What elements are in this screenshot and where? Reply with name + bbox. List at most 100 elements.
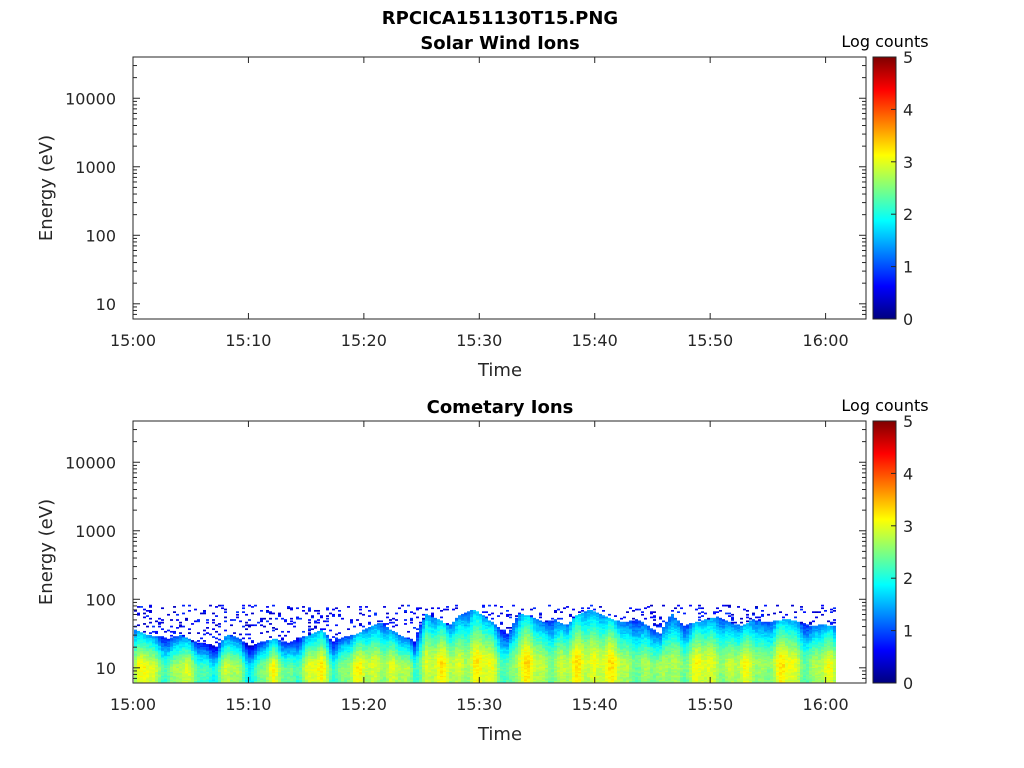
heatmap-cell bbox=[155, 675, 158, 678]
heatmap-cell bbox=[245, 667, 248, 670]
heatmap-cell bbox=[308, 676, 311, 679]
heatmap-cell bbox=[290, 651, 293, 654]
heatmap-cell bbox=[359, 651, 362, 654]
heatmap-cell bbox=[209, 650, 212, 653]
heatmap-cell bbox=[281, 661, 284, 663]
heatmap-cell bbox=[251, 645, 254, 648]
heatmap-cell bbox=[275, 617, 278, 620]
heatmap-cell bbox=[260, 647, 263, 650]
heatmap-cell bbox=[341, 676, 344, 679]
heatmap-cell bbox=[443, 664, 446, 667]
heatmap-cell bbox=[242, 611, 245, 614]
heatmap-cell bbox=[470, 663, 473, 666]
heatmap-cell bbox=[332, 662, 335, 665]
heatmap-cell bbox=[143, 638, 146, 641]
heatmap-cell bbox=[365, 647, 368, 650]
heatmap-cell bbox=[287, 662, 290, 665]
heatmap-cell bbox=[422, 663, 425, 666]
heatmap-cell bbox=[254, 651, 257, 654]
heatmap-cell bbox=[467, 644, 470, 646]
heatmap-cell bbox=[401, 638, 404, 641]
heatmap-cell bbox=[380, 679, 383, 682]
heatmap-cell bbox=[179, 662, 182, 665]
heatmap-cell bbox=[290, 649, 293, 651]
heatmap-cell bbox=[377, 638, 380, 641]
heatmap-cell bbox=[482, 674, 485, 676]
heatmap-cell bbox=[356, 657, 359, 659]
heatmap-cell bbox=[275, 674, 278, 676]
heatmap-cell bbox=[401, 604, 404, 607]
heatmap-cell bbox=[284, 641, 287, 644]
heatmap-cell bbox=[458, 615, 461, 617]
heatmap-cell bbox=[134, 633, 137, 636]
heatmap-cell bbox=[170, 650, 173, 653]
heatmap-cell bbox=[224, 647, 227, 650]
heatmap-cell bbox=[365, 658, 368, 661]
heatmap-cell bbox=[353, 649, 356, 651]
heatmap-cell bbox=[332, 645, 335, 648]
heatmap-cell bbox=[470, 653, 473, 655]
heatmap-cell bbox=[416, 640, 419, 642]
heatmap-cell bbox=[302, 640, 305, 642]
heatmap-cell bbox=[332, 608, 335, 611]
heatmap-cell bbox=[326, 624, 329, 627]
heatmap-cell bbox=[236, 662, 239, 665]
heatmap-cell bbox=[422, 645, 425, 648]
heatmap-cell bbox=[185, 654, 188, 657]
heatmap-cell bbox=[398, 653, 401, 655]
heatmap-cell bbox=[392, 663, 395, 666]
heatmap-cell bbox=[398, 642, 401, 645]
heatmap-cell bbox=[386, 670, 389, 672]
heatmap-cell bbox=[419, 666, 422, 669]
heatmap-cell bbox=[200, 637, 203, 640]
heatmap-cell bbox=[335, 674, 338, 676]
heatmap-cell bbox=[326, 671, 329, 674]
heatmap-cell bbox=[479, 650, 482, 653]
heatmap-cell bbox=[443, 650, 446, 653]
colorbar-tick-label: 4 bbox=[903, 100, 913, 119]
heatmap-cell bbox=[272, 647, 275, 650]
heatmap-cell bbox=[185, 662, 188, 665]
heatmap-cell bbox=[419, 629, 422, 632]
heatmap-cell bbox=[290, 654, 293, 657]
heatmap-cell bbox=[254, 649, 257, 651]
heatmap-cell bbox=[269, 645, 272, 648]
heatmap-cell bbox=[137, 649, 140, 651]
heatmap-cell bbox=[386, 666, 389, 669]
heatmap-cell bbox=[458, 623, 461, 625]
heatmap-cell bbox=[275, 640, 278, 642]
heatmap-cell bbox=[404, 611, 407, 614]
heatmap-cell bbox=[461, 657, 464, 659]
heatmap-cell bbox=[467, 667, 470, 670]
heatmap-cell bbox=[443, 679, 446, 682]
heatmap-cell bbox=[356, 658, 359, 661]
heatmap-cell bbox=[443, 675, 446, 678]
heatmap-cell bbox=[305, 676, 308, 679]
heatmap-cell bbox=[176, 642, 179, 645]
heatmap-cell bbox=[488, 604, 491, 607]
heatmap-cell bbox=[179, 675, 182, 678]
heatmap-cell bbox=[407, 651, 410, 654]
heatmap-cell bbox=[320, 615, 323, 617]
heatmap-cell bbox=[293, 672, 296, 675]
x-tick-label: 15:30 bbox=[456, 331, 502, 350]
heatmap-cell bbox=[200, 678, 203, 680]
heatmap-cell bbox=[302, 670, 305, 672]
heatmap-cell bbox=[176, 676, 179, 679]
heatmap-cell bbox=[392, 630, 395, 633]
heatmap-cell bbox=[452, 658, 455, 661]
heatmap-cell bbox=[260, 661, 263, 663]
heatmap-cell bbox=[362, 667, 365, 670]
heatmap-cell bbox=[305, 612, 308, 615]
heatmap-cell bbox=[470, 667, 473, 670]
heatmap-cell bbox=[410, 650, 413, 653]
heatmap-cell bbox=[209, 644, 212, 646]
heatmap-cell bbox=[305, 655, 308, 658]
heatmap-cell bbox=[464, 653, 467, 655]
heatmap-cell bbox=[281, 664, 284, 667]
heatmap-cell bbox=[341, 646, 344, 649]
heatmap-cell bbox=[404, 670, 407, 672]
heatmap-cell bbox=[263, 667, 266, 670]
heatmap-cell bbox=[281, 657, 284, 659]
heatmap-cell bbox=[389, 637, 392, 640]
